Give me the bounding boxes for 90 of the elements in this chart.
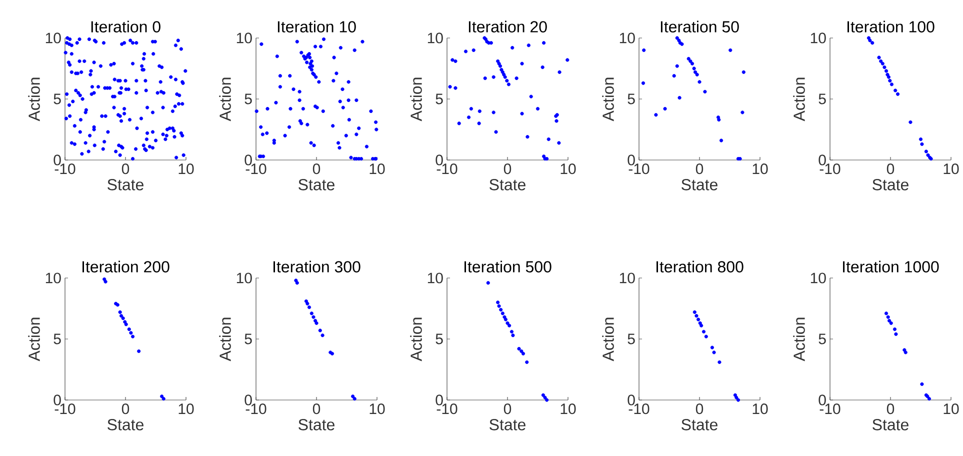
x-axis-title: State [490,419,526,430]
y-tick-label: 0 [818,394,826,406]
x-tick-label: -10 [436,404,458,414]
x-tick-label: 0 [504,164,512,174]
x-axis-title: State [298,179,334,190]
y-tick-label: 5 [628,334,635,344]
x-tick-label: 0 [696,164,704,174]
x-tick-label: 10 [178,404,194,414]
chart-title: Iteration 1000 [843,260,939,272]
x-tick-label: 10 [752,404,768,414]
x-tick-label: 10 [560,164,576,174]
x-axis-title: State [682,179,718,190]
y-tick-label: 5 [244,94,252,104]
y-tick-label: 0 [244,154,252,166]
x-tick-label: -10 [820,164,840,174]
x-tick-label: -10 [436,164,458,174]
chart-title: Iteration 200 [82,260,170,272]
x-axis-title: State [490,179,526,190]
x-tick-label: 0 [504,404,512,414]
x-tick-label: 0 [886,164,894,174]
y-tick-label: 0 [628,154,635,166]
chart-title: Iteration 10 [278,20,356,32]
y-axis-title: Action [602,78,614,122]
chart-title: Iteration 20 [468,20,547,32]
y-tick-label: 0 [244,394,252,406]
y-tick-label: 10 [810,32,826,44]
y-tick-label: 10 [236,272,252,284]
chart-title: Iteration 800 [656,260,744,272]
y-axis-title: Action [793,318,805,362]
chart-title: Iteration 500 [464,260,552,272]
y-tick-label: 0 [818,154,826,166]
x-tick-label: -10 [54,404,76,414]
y-tick-label: 5 [818,334,826,344]
y-tick-label: 5 [436,94,443,104]
y-tick-label: 5 [818,94,826,104]
x-tick-label: -10 [246,164,266,174]
x-tick-label: 0 [312,404,320,414]
y-tick-label: 10 [46,32,61,44]
chart-title: Iteration 100 [848,20,934,32]
y-tick-label: 0 [436,394,443,406]
y-tick-label: 5 [244,334,252,344]
y-axis-title: Action [410,78,422,122]
x-tick-label: -10 [820,404,840,414]
x-axis-title: State [872,179,908,190]
y-axis-title: Action [602,318,614,362]
y-axis-title: Action [28,318,40,362]
y-tick-label: 0 [628,394,635,406]
x-tick-label: 10 [370,404,385,414]
y-axis-title: Action [219,318,231,362]
x-tick-label: 0 [122,404,130,414]
x-axis-title: State [108,419,144,430]
y-axis-title: Action [219,78,231,122]
x-tick-label: 10 [560,404,576,414]
y-tick-label: 10 [46,272,61,284]
y-tick-label: 5 [54,94,61,104]
y-axis-title: Action [793,78,805,122]
y-tick-label: 10 [428,32,443,44]
chart-title: Iteration 300 [274,260,360,272]
y-tick-label: 0 [54,394,61,406]
y-tick-label: 5 [54,334,61,344]
x-tick-label: 10 [178,164,194,174]
chart-title: Iteration 0 [91,20,160,32]
x-tick-label: -10 [246,404,266,414]
x-tick-label: 0 [696,404,704,414]
x-axis-title: State [298,419,334,430]
y-tick-label: 10 [236,32,252,44]
x-axis-title: State [682,419,718,430]
y-tick-label: 0 [436,154,443,166]
y-tick-label: 5 [436,334,443,344]
y-tick-label: 10 [620,272,635,284]
x-tick-label: 0 [886,404,894,414]
chart-title: Iteration 50 [660,20,739,32]
y-tick-label: 5 [628,94,635,104]
x-tick-label: -10 [54,164,76,174]
x-tick-label: 10 [944,404,959,414]
y-tick-label: 10 [810,272,826,284]
x-tick-label: 10 [752,164,768,174]
x-tick-label: 10 [944,164,959,174]
x-tick-label: 0 [312,164,320,174]
x-tick-label: 0 [122,164,130,174]
y-axis-title: Action [28,78,40,122]
x-axis-title: State [108,179,144,190]
y-axis-title: Action [410,318,422,362]
x-tick-label: -10 [628,164,650,174]
y-tick-label: 0 [54,154,61,166]
x-tick-label: 10 [370,164,385,174]
x-axis-title: State [872,419,908,430]
y-tick-label: 10 [428,272,443,284]
y-tick-label: 10 [620,32,635,44]
x-tick-label: -10 [628,404,650,414]
